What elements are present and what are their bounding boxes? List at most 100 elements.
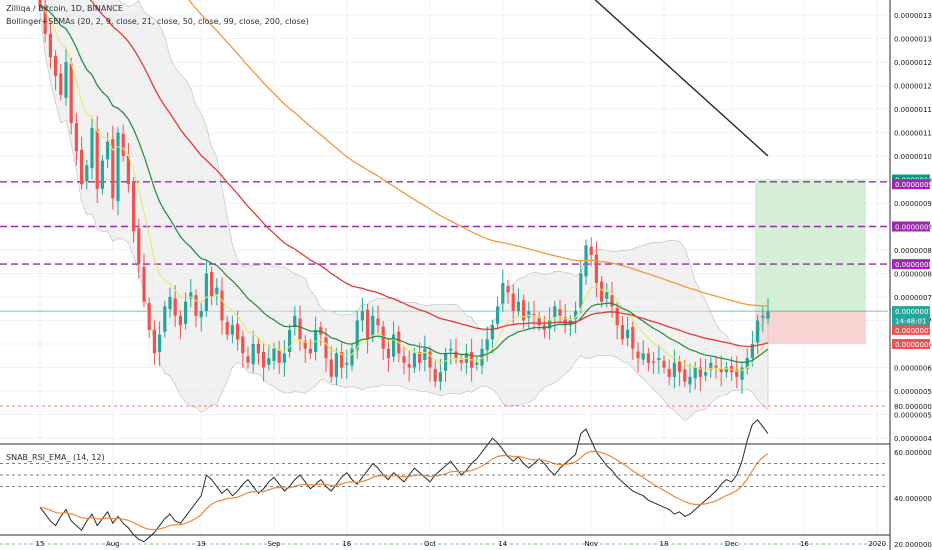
candle-body xyxy=(106,141,110,160)
candle-body xyxy=(579,273,583,309)
candle-body xyxy=(522,300,526,321)
time-tick-label: Sep xyxy=(267,540,281,548)
candle-body xyxy=(220,290,224,321)
candle-body xyxy=(236,323,240,340)
ema-99-line xyxy=(187,0,769,307)
candle-body xyxy=(631,327,635,349)
candle-body xyxy=(620,325,624,340)
time-tick-label: 14 xyxy=(498,540,507,548)
time-axis[interactable]: 15Aug19Sep16Oct14Nov18Dec16202013Feb17 xyxy=(36,540,932,548)
rsi-legend[interactable]: SNAB_RSI_EMA_ (14, 12) xyxy=(6,453,105,462)
rsi-tick-label: 60.00000000 xyxy=(894,449,932,457)
time-tick-label: Nov xyxy=(584,540,598,548)
level-tag-box xyxy=(892,179,930,190)
candle-body xyxy=(693,367,697,379)
ema-200-line xyxy=(594,0,769,157)
price-tag: 0.00000072 xyxy=(892,324,932,335)
candle-body xyxy=(132,182,136,232)
price-tags: 0.000001000.000000990.000000900.00000082… xyxy=(892,174,932,349)
candle-body xyxy=(215,287,219,295)
candle-body xyxy=(230,325,234,335)
price-tick-label: 0.00000055 xyxy=(894,388,932,396)
candle-body xyxy=(641,353,645,360)
candle-body xyxy=(423,348,427,360)
candle-body xyxy=(246,356,250,363)
candle-body xyxy=(428,351,432,368)
candle-body xyxy=(64,62,68,98)
candle-body xyxy=(371,315,375,337)
time-tick-label: Oct xyxy=(424,540,436,548)
candle-body xyxy=(532,313,536,316)
candle-body xyxy=(496,306,500,324)
rsi-line xyxy=(39,419,769,543)
candle-body xyxy=(376,318,380,326)
candle-body xyxy=(277,350,281,363)
candle-body xyxy=(724,367,728,373)
candle-body xyxy=(163,306,167,332)
candle-body xyxy=(719,368,723,373)
time-tick-label: Aug xyxy=(106,540,120,548)
level-price-tag: 0.00000082 xyxy=(892,259,932,270)
candle-body xyxy=(646,353,650,363)
candle-body xyxy=(516,301,520,312)
candle-body xyxy=(251,344,255,365)
candle-body xyxy=(506,285,510,293)
candle-body xyxy=(636,351,640,359)
candle-body xyxy=(485,339,489,351)
candle-body xyxy=(402,356,406,363)
price-tick-label: 0.00000045 xyxy=(894,435,932,443)
candle-body xyxy=(589,246,593,255)
candle-body xyxy=(184,301,188,324)
price-tick-label: 0.00000095 xyxy=(894,200,932,208)
candle-body xyxy=(38,0,42,6)
candle-body xyxy=(745,358,749,369)
position-tool[interactable] xyxy=(0,179,888,345)
candle-body xyxy=(204,273,208,312)
candle-body xyxy=(54,55,58,77)
candle-body xyxy=(574,311,578,320)
candle-body xyxy=(137,228,141,265)
indicator-legend[interactable]: Bollinger+SEMAs (20, 2, 9, close, 21, cl… xyxy=(6,17,309,26)
candle-body xyxy=(329,359,333,377)
candle-body xyxy=(100,160,104,189)
level-tag-label: 0.00000099 xyxy=(895,181,932,189)
candle-body xyxy=(121,133,125,156)
candle-body xyxy=(189,292,193,299)
price-tag-box xyxy=(892,306,930,317)
candle-body xyxy=(303,340,307,349)
candle-body xyxy=(90,127,94,169)
price-tick-label: 0.00000075 xyxy=(894,294,932,302)
candle-body xyxy=(158,334,162,352)
candle-body xyxy=(69,63,73,124)
candle-body xyxy=(126,156,130,185)
candle-body xyxy=(225,321,229,335)
candle-body xyxy=(454,351,458,359)
candle-body xyxy=(267,358,271,365)
price-tick-label: 0.00000105 xyxy=(894,153,932,161)
candle-body xyxy=(548,320,552,329)
ema-9-line xyxy=(39,5,769,372)
candle-body xyxy=(756,320,760,343)
candle-body xyxy=(178,315,182,326)
time-tick-label: Dec xyxy=(725,540,739,548)
ema-50-line xyxy=(89,0,769,348)
candle-body xyxy=(667,368,671,377)
symbol-title: Zilliqa / Bitcoin, 1D, BINANCE xyxy=(6,4,123,13)
candle-body xyxy=(412,353,416,368)
horizontal-levels[interactable] xyxy=(0,181,888,265)
candle-body xyxy=(95,129,99,189)
level-tag-label: 0.00000082 xyxy=(895,261,932,269)
candle-body xyxy=(449,348,453,351)
candle-body xyxy=(111,139,115,199)
price-tag-label: 0.00000065 xyxy=(895,341,932,349)
candle-body xyxy=(298,318,302,340)
time-tick-label: 2020 xyxy=(868,540,886,548)
candle-body xyxy=(142,266,146,302)
candle-body xyxy=(173,298,177,316)
candle-body xyxy=(709,362,713,370)
candle-body xyxy=(433,368,437,382)
